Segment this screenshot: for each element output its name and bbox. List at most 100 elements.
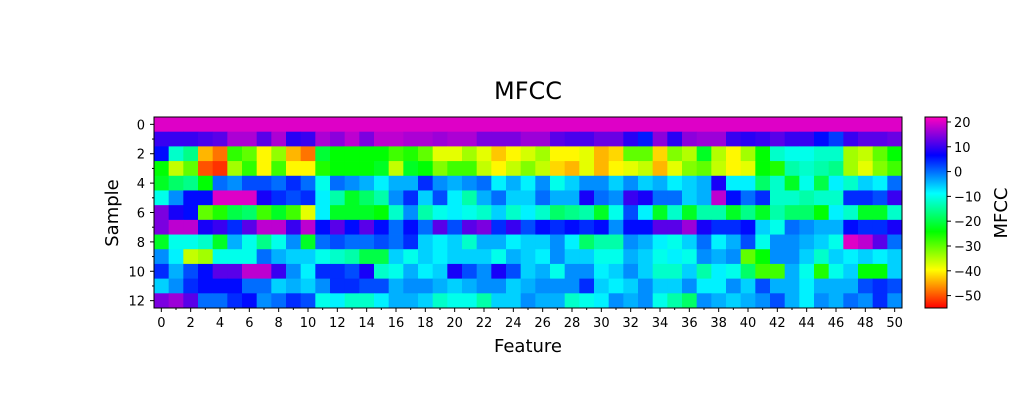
heatmap-cell	[858, 190, 874, 206]
heatmap-cell	[784, 161, 800, 177]
heatmap-cell	[579, 205, 595, 221]
heatmap-cell	[198, 117, 214, 133]
heatmap-cell	[374, 278, 390, 294]
heatmap-cell	[418, 190, 434, 206]
heatmap-cell	[418, 146, 434, 162]
heatmap-cell	[388, 219, 404, 235]
heatmap-cell	[784, 146, 800, 162]
x-tick-label: 26	[534, 316, 551, 331]
heatmap-cell	[843, 175, 859, 191]
heatmap-cell	[198, 234, 214, 250]
heatmap-cell	[740, 249, 756, 265]
heatmap-cell	[564, 293, 580, 309]
heatmap-cell	[388, 146, 404, 162]
heatmap-cell	[418, 205, 434, 221]
heatmap-cell	[491, 146, 507, 162]
heatmap-cell	[535, 278, 551, 294]
colorbar-tick-label: −40	[954, 265, 981, 280]
heatmap-cell	[696, 278, 712, 294]
heatmap-cell	[418, 263, 434, 280]
heatmap-cell	[520, 161, 536, 177]
heatmap-cell	[682, 234, 698, 250]
x-tick-label: 28	[564, 316, 581, 331]
x-tick-label: 12	[329, 316, 346, 331]
heatmap-cell	[784, 117, 800, 133]
heatmap-cell	[154, 219, 170, 235]
heatmap-cell	[403, 234, 419, 250]
heatmap-cell	[300, 234, 316, 250]
heatmap-cell	[799, 205, 815, 221]
heatmap-cell	[300, 190, 316, 206]
heatmap-cell	[403, 249, 419, 265]
heatmap-cell	[198, 205, 214, 221]
heatmap-cell	[359, 146, 375, 162]
heatmap-cell	[359, 263, 375, 280]
heatmap-cell	[227, 278, 243, 294]
heatmap-cell	[227, 161, 243, 177]
heatmap-cell	[506, 131, 522, 147]
heatmap-cell	[154, 293, 170, 309]
heatmap-cell	[755, 219, 771, 235]
heatmap-cell	[183, 117, 199, 133]
heatmap-cell	[799, 278, 815, 294]
heatmap-cell	[638, 175, 654, 191]
heatmap-cell	[432, 278, 448, 294]
y-tick-label: 0	[137, 118, 145, 133]
heatmap-cell	[300, 293, 316, 309]
heatmap-cell	[462, 205, 478, 221]
heatmap-cell	[388, 263, 404, 280]
heatmap-cell	[315, 190, 331, 206]
colorbar-tick-label: −10	[954, 190, 981, 205]
heatmap-cell	[814, 219, 830, 235]
heatmap-cell	[828, 146, 844, 162]
heatmap-cell	[344, 175, 360, 191]
heatmap-cell	[755, 205, 771, 221]
heatmap-cell	[579, 131, 595, 147]
heatmap-cell	[755, 190, 771, 206]
heatmap-cell	[608, 293, 624, 309]
heatmap-cell	[403, 219, 419, 235]
heatmap-cell	[183, 219, 199, 235]
heatmap-cell	[256, 263, 272, 280]
heatmap-cell	[432, 131, 448, 147]
heatmap-cell	[212, 117, 228, 133]
heatmap-cell	[638, 293, 654, 309]
heatmap-cell	[198, 278, 214, 294]
heatmap-cell	[388, 117, 404, 133]
heatmap-cell	[784, 219, 800, 235]
heatmap-cell	[154, 278, 170, 294]
heatmap-cell	[256, 190, 272, 206]
heatmap-cell	[212, 263, 228, 280]
heatmap-cell	[476, 161, 492, 177]
heatmap-cell	[594, 263, 610, 280]
heatmap-cell	[740, 175, 756, 191]
heatmap-cell	[696, 161, 712, 177]
heatmap-cell	[271, 175, 287, 191]
heatmap-cell	[711, 234, 727, 250]
heatmap-cell	[550, 175, 566, 191]
heatmap-cell	[330, 293, 346, 309]
heatmap-cell	[535, 234, 551, 250]
heatmap-cell	[726, 117, 742, 133]
heatmap-cell	[887, 205, 903, 221]
heatmap-cell	[403, 263, 419, 280]
heatmap-cell	[476, 175, 492, 191]
heatmap-cell	[506, 161, 522, 177]
x-tick-label: 38	[710, 316, 727, 331]
heatmap-cell	[682, 205, 698, 221]
heatmap-cell	[711, 161, 727, 177]
heatmap-cell	[726, 234, 742, 250]
y-tick-label: 12	[128, 295, 145, 310]
heatmap-cell	[550, 190, 566, 206]
heatmap-cell	[476, 190, 492, 206]
x-tick-label: 6	[245, 316, 253, 331]
heatmap-cell	[843, 263, 859, 280]
heatmap-cell	[755, 175, 771, 191]
heatmap-cell	[696, 131, 712, 147]
heatmap-cell	[271, 131, 287, 147]
heatmap-cell	[286, 278, 302, 294]
heatmap-cell	[711, 278, 727, 294]
heatmap-cell	[491, 249, 507, 265]
heatmap-cell	[374, 131, 390, 147]
heatmap-cell	[594, 146, 610, 162]
